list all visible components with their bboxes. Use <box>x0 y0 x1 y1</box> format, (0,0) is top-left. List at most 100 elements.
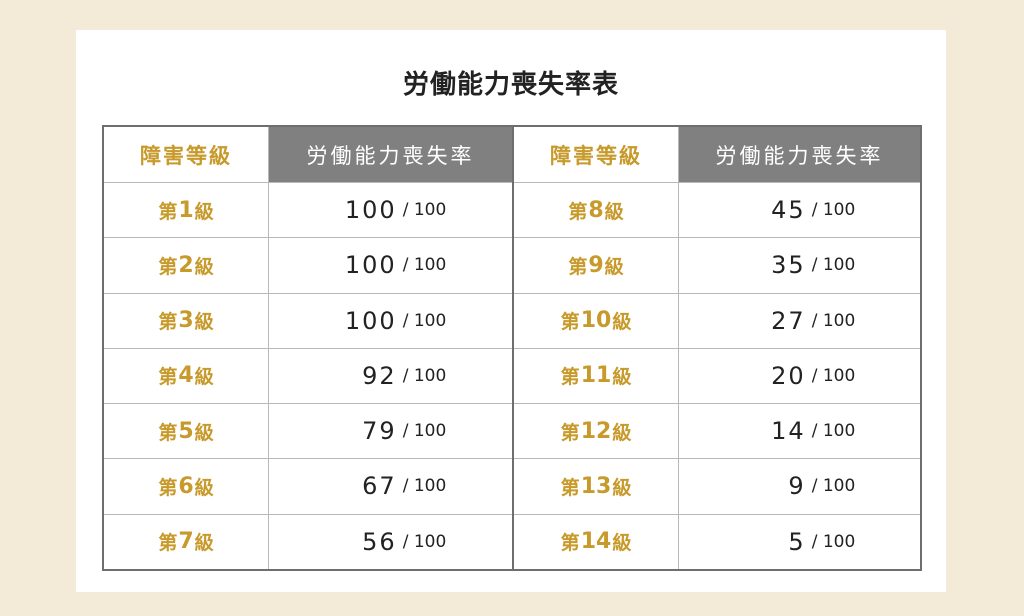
header-rate: 労働能力喪失率 <box>269 127 512 182</box>
rate-cell: 79/ 100 <box>269 404 512 458</box>
grade-cell: 第 13 級 <box>514 459 679 514</box>
table-row: 第 11 級 20/ 100 <box>514 347 920 404</box>
table-row: 第 3 級 100/ 100 <box>104 292 512 348</box>
grade-prefix: 第 <box>560 366 580 389</box>
rate-denominator: / 100 <box>402 421 447 442</box>
page-title: 労働能力喪失率表 <box>402 70 619 100</box>
grade-suffix: 級 <box>194 255 214 278</box>
grade-number: 3 <box>178 308 194 334</box>
rate-denominator: / 100 <box>402 310 447 331</box>
rate-cell: 5/ 100 <box>679 515 920 569</box>
rate-cell: 56/ 100 <box>269 515 512 569</box>
table-row: 第 1 級 100/ 100 <box>104 182 512 238</box>
grade-cell: 第 12 級 <box>514 404 679 459</box>
rate-value: 100 <box>344 251 397 280</box>
grade-suffix: 級 <box>612 532 632 555</box>
grade-prefix: 第 <box>560 532 580 555</box>
rate-cell: 67/ 100 <box>269 459 512 513</box>
grade-number: 1 <box>178 197 194 223</box>
table-row: 第 4 級 92/ 100 <box>104 347 512 404</box>
rate-denominator: / 100 <box>811 365 856 386</box>
table-row: 第 2 級 100/ 100 <box>104 237 512 293</box>
grade-prefix: 第 <box>158 255 178 278</box>
grade-number: 2 <box>178 252 194 278</box>
grade-suffix: 級 <box>194 421 214 444</box>
grade-suffix: 級 <box>612 366 632 389</box>
table-row: 第 5 級 79/ 100 <box>104 403 512 459</box>
grade-prefix: 第 <box>158 532 178 555</box>
grade-suffix: 級 <box>194 532 214 555</box>
grade-number: 12 <box>580 418 612 444</box>
grade-prefix: 第 <box>158 476 178 499</box>
rate-cell: 35/ 100 <box>679 238 920 292</box>
rate-cell: 100/ 100 <box>269 238 512 292</box>
grade-number: 9 <box>588 252 604 278</box>
grade-suffix: 級 <box>194 200 214 223</box>
grade-suffix: 級 <box>604 255 624 278</box>
grade-number: 8 <box>588 197 604 223</box>
grade-number: 10 <box>580 308 612 334</box>
rate-denominator: / 100 <box>402 476 447 497</box>
rate-value: 92 <box>362 361 397 390</box>
rate-value: 14 <box>771 417 806 446</box>
grade-suffix: 級 <box>612 421 632 444</box>
rate-value: 100 <box>344 306 397 335</box>
table-header-row: 障害等級 労働能力喪失率 <box>104 127 512 182</box>
grade-prefix: 第 <box>158 366 178 389</box>
rate-value: 35 <box>771 251 806 280</box>
grade-number: 5 <box>178 418 194 444</box>
loss-rate-table: 障害等級 労働能力喪失率 第 1 級 100/ 100 第 2 級 100/ 100 第 3 級 10… <box>102 125 922 571</box>
grade-prefix: 第 <box>560 476 580 499</box>
table-left-half: 障害等級 労働能力喪失率 第 1 級 100/ 100 第 2 級 100/ 100 第 3 級 10… <box>104 127 512 569</box>
grade-cell: 第 11 級 <box>514 348 679 404</box>
table-row: 第 10 級 27/ 100 <box>514 292 920 348</box>
rate-value: 79 <box>362 417 397 446</box>
grade-suffix: 級 <box>194 476 214 499</box>
grade-number: 7 <box>178 529 194 555</box>
grade-suffix: 級 <box>194 366 214 389</box>
rate-denominator: / 100 <box>402 365 447 386</box>
grade-suffix: 級 <box>612 311 632 334</box>
rate-value: 45 <box>771 196 806 225</box>
rate-denominator: / 100 <box>811 476 856 497</box>
rate-cell: 27/ 100 <box>679 294 920 348</box>
rate-denominator: / 100 <box>402 531 447 552</box>
rate-denominator: / 100 <box>811 310 856 331</box>
table-right-half: 障害等級 労働能力喪失率 第 8 級 45/ 100 第 9 級 35/ 100 第 10 級 27/… <box>512 127 920 569</box>
grade-suffix: 級 <box>612 476 632 499</box>
rate-cell: 100/ 100 <box>269 183 512 237</box>
rate-value: 9 <box>788 472 806 501</box>
grade-number: 6 <box>178 473 194 499</box>
grade-number: 13 <box>580 473 612 499</box>
rate-denominator: / 100 <box>402 200 447 221</box>
grade-number: 11 <box>580 363 612 389</box>
rate-denominator: / 100 <box>811 421 856 442</box>
table-row: 第 8 級 45/ 100 <box>514 182 920 238</box>
rate-denominator: / 100 <box>811 255 856 276</box>
table-row: 第 7 級 56/ 100 <box>104 513 512 569</box>
grade-prefix: 第 <box>158 421 178 444</box>
grade-number: 4 <box>178 363 194 389</box>
grade-prefix: 第 <box>560 311 580 334</box>
rate-cell: 14/ 100 <box>679 404 920 458</box>
table-row: 第 12 級 14/ 100 <box>514 403 920 459</box>
rate-cell: 45/ 100 <box>679 183 920 237</box>
header-level: 障害等級 <box>514 127 679 182</box>
rate-cell: 9/ 100 <box>679 459 920 513</box>
table-row: 第 13 級 9/ 100 <box>514 458 920 514</box>
table-row: 第 6 級 67/ 100 <box>104 458 512 514</box>
grade-number: 14 <box>580 529 612 555</box>
grade-suffix: 級 <box>194 311 214 334</box>
rate-value: 67 <box>362 472 397 501</box>
rate-cell: 20/ 100 <box>679 349 920 403</box>
rate-denominator: / 100 <box>811 531 856 552</box>
table-header-row: 障害等級 労働能力喪失率 <box>514 127 920 182</box>
